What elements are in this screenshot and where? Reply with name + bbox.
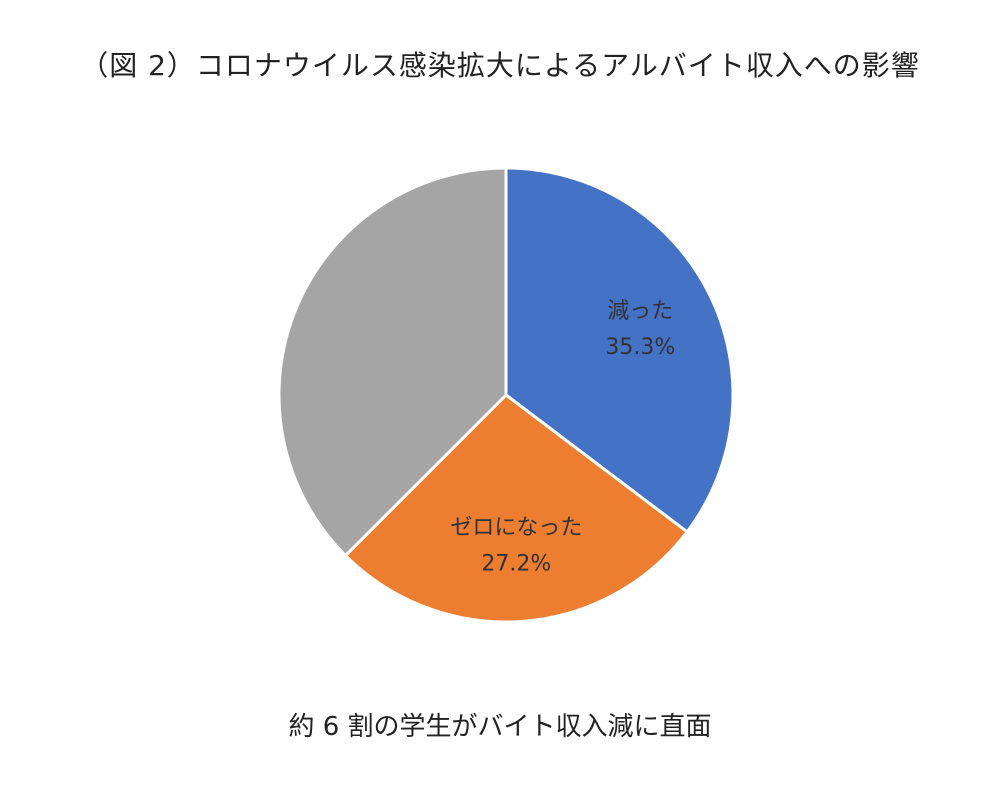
slice-value-0: 35.3% <box>605 335 675 360</box>
slice-label-1: ゼロになった <box>450 516 582 541</box>
slice-label-0: 減った <box>607 299 673 324</box>
chart-caption: 約 6 割の学生がバイト収入減に直面 <box>288 712 712 742</box>
pie-slices <box>277 166 735 624</box>
pie-slice-0 <box>504 166 735 534</box>
slice-value-1: 27.2% <box>481 552 551 577</box>
pie-slice-2 <box>277 166 508 558</box>
slice-labels: 減った 35.3% ゼロになった 27.2% <box>450 299 675 576</box>
pie-slice-1 <box>343 393 690 624</box>
chart-title: （図 2）コロナウイルス感染拡大によるアルバイト収入への影響 <box>80 49 920 82</box>
